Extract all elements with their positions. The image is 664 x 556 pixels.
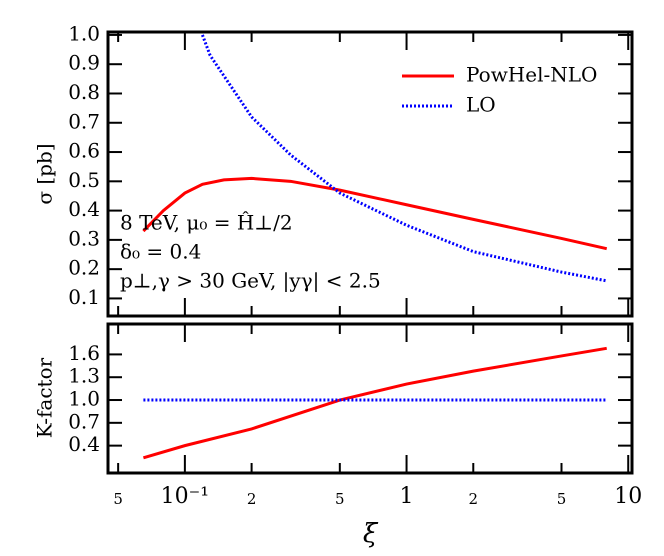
- y-tick-label: 0.1: [68, 285, 100, 309]
- y-tick-label: 1.0: [68, 387, 100, 411]
- series-line: [201, 34, 608, 283]
- y-tick-label: 0.8: [68, 80, 100, 104]
- x-tick-label: 5: [113, 490, 123, 508]
- x-axis-label: ξ: [363, 519, 379, 549]
- y-tick-label: 0.9: [68, 51, 100, 75]
- series-line: [142, 346, 607, 460]
- plot-frame: [106, 322, 634, 475]
- y-tick-label: 0.7: [68, 109, 100, 133]
- annotation: 8 TeV, μ₀ = Ĥ⊥/2: [120, 211, 293, 235]
- x-tick-label: 1: [400, 484, 414, 509]
- y-tick-label: 0.3: [68, 226, 100, 250]
- y-tick-label: 0.7: [68, 409, 100, 433]
- y-axis-label: K-factor: [33, 357, 57, 438]
- plot-frame: [106, 30, 634, 318]
- y-tick-label: 0.5: [68, 168, 100, 192]
- x-tick-label: 10: [614, 484, 642, 509]
- x-tick-label: 5: [557, 490, 567, 508]
- y-tick-label: 0.4: [68, 432, 100, 456]
- x-tick-label: 2: [247, 490, 257, 508]
- legend-label: LO: [466, 93, 496, 117]
- y-tick-label: 1.3: [68, 364, 100, 388]
- series-line: [142, 176, 608, 251]
- legend-label: PowHel-NLO: [466, 63, 597, 87]
- y-tick-label: 0.6: [68, 139, 100, 163]
- y-tick-label: 1.6: [68, 341, 100, 365]
- x-tick-label: 2: [469, 490, 479, 508]
- y-tick-label: 0.4: [68, 197, 100, 221]
- y-tick-label: 0.2: [68, 256, 100, 280]
- annotation: p⊥,γ > 30 GeV, |yγ| < 2.5: [120, 269, 381, 294]
- y-axis-label: σ [pb]: [33, 143, 57, 204]
- annotation: δ₀ = 0.4: [120, 240, 201, 264]
- y-tick-label: 1.0: [68, 21, 100, 45]
- x-tick-label: 10⁻¹: [161, 484, 209, 509]
- x-tick-label: 5: [335, 490, 345, 508]
